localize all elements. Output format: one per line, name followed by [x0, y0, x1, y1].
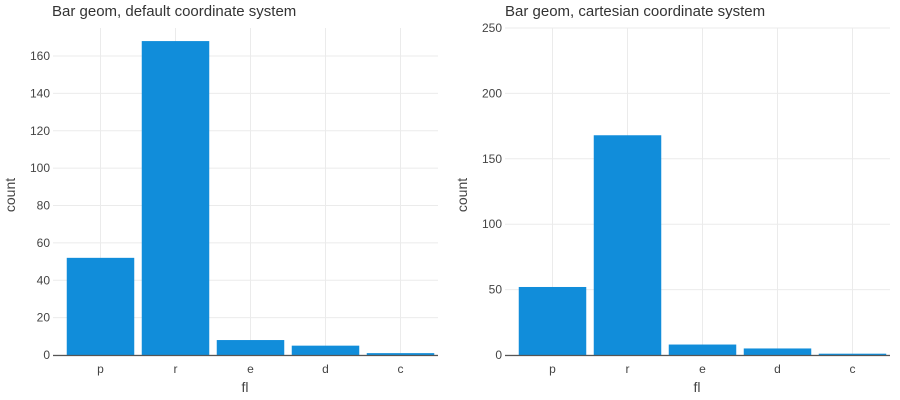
y-axis-label: count	[2, 178, 18, 212]
x-tick-label: d	[322, 362, 329, 376]
x-axis-label: fl	[694, 379, 701, 395]
y-tick-label: 250	[482, 21, 502, 35]
x-tick-label: r	[174, 362, 178, 376]
y-tick-label: 140	[30, 86, 50, 100]
y-tick-label: 80	[37, 199, 51, 213]
y-tick-label: 40	[37, 273, 51, 287]
y-tick-label: 160	[30, 49, 50, 63]
bar-c	[818, 353, 887, 355]
x-tick-label: e	[699, 362, 706, 376]
y-tick-label: 20	[37, 311, 51, 325]
plot-area: 0 20 40 60 80 100 120 140 160 p r e d c	[30, 28, 438, 376]
bar-p	[66, 257, 135, 355]
bar-e	[216, 340, 285, 355]
y-tick-label: 50	[489, 283, 503, 297]
bar-e	[668, 344, 737, 355]
x-tick-label: c	[850, 362, 856, 376]
chart-title: Bar geom, cartesian coordinate system	[505, 3, 765, 20]
y-tick-label: 100	[30, 161, 50, 175]
x-tick-label: d	[774, 362, 781, 376]
y-tick-label: 0	[495, 348, 502, 362]
chart-cartesian-coord: Bar geom, cartesian coordinate system fl…	[454, 3, 890, 395]
x-tick-label: e	[247, 362, 254, 376]
x-tick-label: p	[549, 362, 556, 376]
y-tick-label: 60	[37, 236, 51, 250]
bar-p	[518, 286, 587, 355]
y-axis-label: count	[454, 178, 470, 212]
y-tick-label: 150	[482, 152, 502, 166]
y-tick-label: 0	[43, 348, 50, 362]
x-tick-label: p	[97, 362, 104, 376]
x-tick-label: c	[398, 362, 404, 376]
bar-c	[366, 353, 435, 355]
chart-default-coord: Bar geom, default coordinate system fl c…	[2, 3, 438, 395]
bar-d	[291, 345, 360, 355]
x-axis-label: fl	[242, 379, 249, 395]
bar-d	[743, 348, 812, 355]
y-tick-label: 200	[482, 86, 502, 100]
chart-title: Bar geom, default coordinate system	[52, 3, 296, 20]
plot-area: 0 50 100 150 200 250 p r e d c	[482, 21, 890, 376]
bar-r	[593, 135, 662, 355]
y-tick-label: 120	[30, 124, 50, 138]
bar-r	[141, 41, 210, 356]
x-tick-label: r	[626, 362, 630, 376]
y-tick-label: 100	[482, 217, 502, 231]
